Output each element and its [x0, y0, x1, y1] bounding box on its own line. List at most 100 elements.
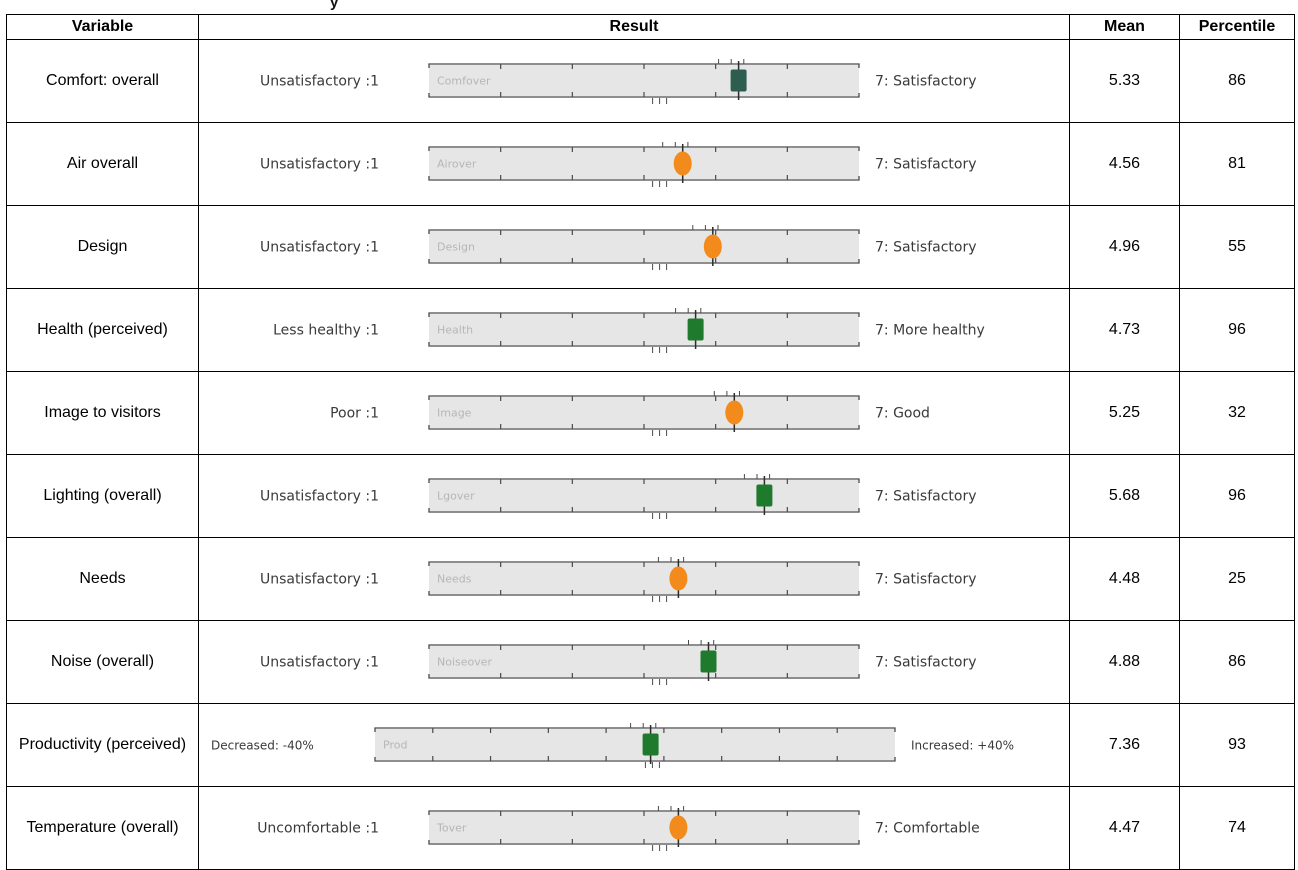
cropped-title-text: y [330, 0, 339, 11]
result-cell: Unsatisfactory :1 Needs 7: Satisfactory [198, 537, 1070, 621]
scale-right-label: 7: Satisfactory [875, 572, 977, 588]
table-row: Needs Unsatisfactory :1 Needs 7: Satisfacto… [6, 537, 1295, 621]
percentile-cell: 74 [1179, 786, 1295, 870]
result-cell: Unsatisfactory :1 Comfover 7: Satisfactory [198, 39, 1070, 123]
mean-marker [725, 400, 744, 425]
variable-cell: Design [6, 205, 199, 289]
mean-marker [730, 69, 747, 92]
mean-marker [669, 815, 688, 840]
scale-bar-text: Image [437, 407, 472, 420]
mean-marker [673, 151, 692, 176]
variable-cell: Noise (overall) [6, 620, 199, 704]
scale-left-label: Less healthy :1 [273, 323, 379, 339]
scale-left-label: Unsatisfactory :1 [260, 655, 379, 671]
variable-cell: Temperature (overall) [6, 786, 199, 870]
scale-left-label: Unsatisfactory :1 [260, 74, 379, 90]
variable-cell: Comfort: overall [6, 39, 199, 123]
scale-left-label: Unsatisfactory :1 [260, 240, 379, 256]
mean-cell: 5.33 [1069, 39, 1180, 123]
table-row: Temperature (overall) Uncomfortable :1 Tov… [6, 786, 1295, 870]
mean-cell: 5.25 [1069, 371, 1180, 455]
scale-bar-text: Prod [383, 739, 407, 752]
scale-bar [375, 729, 895, 760]
table-header-row: Variable Result Mean Percentile [6, 14, 1295, 40]
scale-bar-text: Lgover [437, 490, 475, 503]
result-cell: Unsatisfactory :1 Noiseover 7: Satisfactor… [198, 620, 1070, 704]
percentile-cell: 81 [1179, 122, 1295, 206]
scale-right-label: 7: Satisfactory [875, 240, 977, 256]
percentile-cell: 96 [1179, 288, 1295, 372]
mean-cell: 4.56 [1069, 122, 1180, 206]
scale-bar [429, 65, 859, 96]
header-variable: Variable [6, 14, 199, 40]
scale-left-label: Unsatisfactory :1 [260, 572, 379, 588]
cropped-title: y [0, 0, 1298, 14]
variable-cell: Lighting (overall) [6, 454, 199, 538]
percentile-cell: 55 [1179, 205, 1295, 289]
rating-scale: Unsatisfactory :1 Comfover 7: Satisfactory [260, 59, 977, 104]
survey-results-table: Variable Result Mean Percentile Comfort:… [6, 14, 1295, 870]
scale-right-label: 7: Good [875, 406, 930, 422]
result-cell: Unsatisfactory :1 Design 7: Satisfactory [198, 205, 1070, 289]
scale-bar [429, 480, 859, 511]
table-row: Air overall Unsatisfactory :1 Airover 7: Sa… [6, 122, 1295, 206]
table-row: Productivity (perceived) Decreased: -40% P… [6, 703, 1295, 787]
mean-cell: 4.48 [1069, 537, 1180, 621]
percentile-cell: 93 [1179, 703, 1295, 787]
scale-bar [429, 397, 859, 428]
rating-scale: Unsatisfactory :1 Noiseover 7: Satisfactor… [260, 640, 977, 685]
scale-bar [429, 148, 859, 179]
result-cell: Less healthy :1 Health 7: More healthy [198, 288, 1070, 372]
scale-left-label: Uncomfortable :1 [257, 821, 379, 837]
scale-bar [429, 563, 859, 594]
header-mean: Mean [1069, 14, 1180, 40]
percentile-cell: 86 [1179, 620, 1295, 704]
mean-cell: 4.88 [1069, 620, 1180, 704]
rating-scale: Unsatisfactory :1 Design 7: Satisfactory [260, 225, 977, 270]
mean-marker [669, 566, 688, 591]
rating-scale: Poor :1 Image 7: Good [330, 391, 930, 436]
scale-bar [429, 314, 859, 345]
table-row: Comfort: overall Unsatisfactory :1 Comfove… [6, 39, 1295, 123]
table-row: Lighting (overall) Unsatisfactory :1 Lgove… [6, 454, 1295, 538]
rating-scale: Unsatisfactory :1 Airover 7: Satisfactory [260, 142, 977, 187]
scale-right-label: 7: Comfortable [875, 821, 980, 837]
mean-cell: 7.36 [1069, 703, 1180, 787]
variable-cell: Productivity (perceived) [6, 703, 199, 787]
table-row: Design Unsatisfactory :1 Design 7: Satisfac… [6, 205, 1295, 289]
mean-cell: 4.47 [1069, 786, 1180, 870]
table-row: Health (perceived) Less healthy :1 Health 7… [6, 288, 1295, 372]
variable-cell: Image to visitors [6, 371, 199, 455]
mean-cell: 5.68 [1069, 454, 1180, 538]
scale-right-label: 7: Satisfactory [875, 489, 977, 505]
mean-marker [700, 650, 717, 673]
percentile-cell: 86 [1179, 39, 1295, 123]
percentile-cell: 25 [1179, 537, 1295, 621]
mean-cell: 4.73 [1069, 288, 1180, 372]
rating-scale: Less healthy :1 Health 7: More healthy [273, 308, 985, 353]
scale-left-label: Poor :1 [330, 406, 379, 422]
header-percentile: Percentile [1179, 14, 1295, 40]
scale-right-label: 7: More healthy [875, 323, 985, 339]
mean-cell: 4.96 [1069, 205, 1180, 289]
result-cell: Unsatisfactory :1 Airover 7: Satisfactory [198, 122, 1070, 206]
variable-cell: Health (perceived) [6, 288, 199, 372]
table-row: Image to visitors Poor :1 Image 7: Good 5.25… [6, 371, 1295, 455]
rating-scale: Uncomfortable :1 Tover 7: Comfortable [257, 806, 980, 851]
scale-bar-text: Comfover [437, 75, 491, 88]
result-cell: Uncomfortable :1 Tover 7: Comfortable [198, 786, 1070, 870]
rating-scale: Unsatisfactory :1 Needs 7: Satisfactory [260, 557, 977, 602]
scale-bar-text: Health [437, 324, 473, 337]
scale-left-label: Decreased: -40% [211, 739, 314, 753]
scale-bar-text: Tover [436, 822, 467, 835]
table-row: Noise (overall) Unsatisfactory :1 Noiseove… [6, 620, 1295, 704]
scale-right-label: Increased: +40% [911, 739, 1014, 753]
scale-bar [429, 646, 859, 677]
mean-marker [703, 234, 722, 259]
header-result: Result [198, 14, 1070, 40]
percentile-cell: 32 [1179, 371, 1295, 455]
scale-left-label: Unsatisfactory :1 [260, 489, 379, 505]
scale-right-label: 7: Satisfactory [875, 157, 977, 173]
result-cell: Unsatisfactory :1 Lgover 7: Satisfactory [198, 454, 1070, 538]
mean-marker [642, 733, 659, 756]
